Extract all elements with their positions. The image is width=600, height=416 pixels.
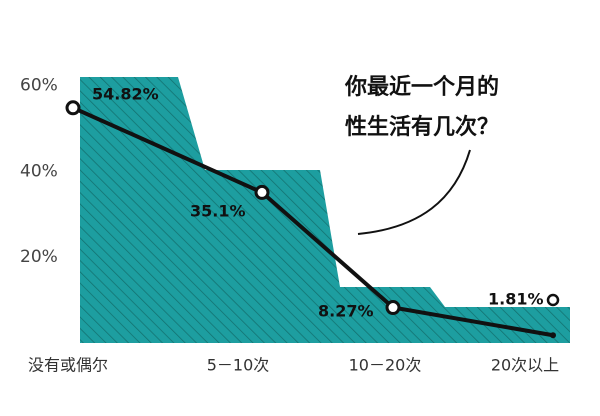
- x-tick-label: 10－20次: [349, 356, 422, 375]
- background-area: [80, 77, 570, 343]
- x-tick-label: 5－10次: [207, 356, 270, 375]
- data-label: 54.82%: [92, 85, 159, 104]
- data-label: 8.27%: [318, 302, 374, 321]
- chart-title: 你最近一个月的: [344, 74, 499, 100]
- y-tick-label: 20%: [20, 247, 58, 267]
- pointer: [357, 149, 471, 235]
- label-marker: [546, 293, 560, 307]
- data-label: 35.1%: [190, 202, 246, 221]
- x-tick-label: 没有或偶尔: [28, 356, 108, 375]
- point: [385, 300, 401, 316]
- line: [72, 105, 554, 338]
- y-tick-label: 60%: [20, 76, 58, 96]
- chart-title: 性生活有几次？: [345, 114, 499, 140]
- y-tick-label: 40%: [20, 161, 58, 181]
- point: [550, 332, 556, 339]
- point: [254, 184, 270, 200]
- data-label: 1.81%: [488, 290, 544, 309]
- x-tick-label: 20次以上: [491, 356, 559, 375]
- point: [65, 100, 81, 116]
